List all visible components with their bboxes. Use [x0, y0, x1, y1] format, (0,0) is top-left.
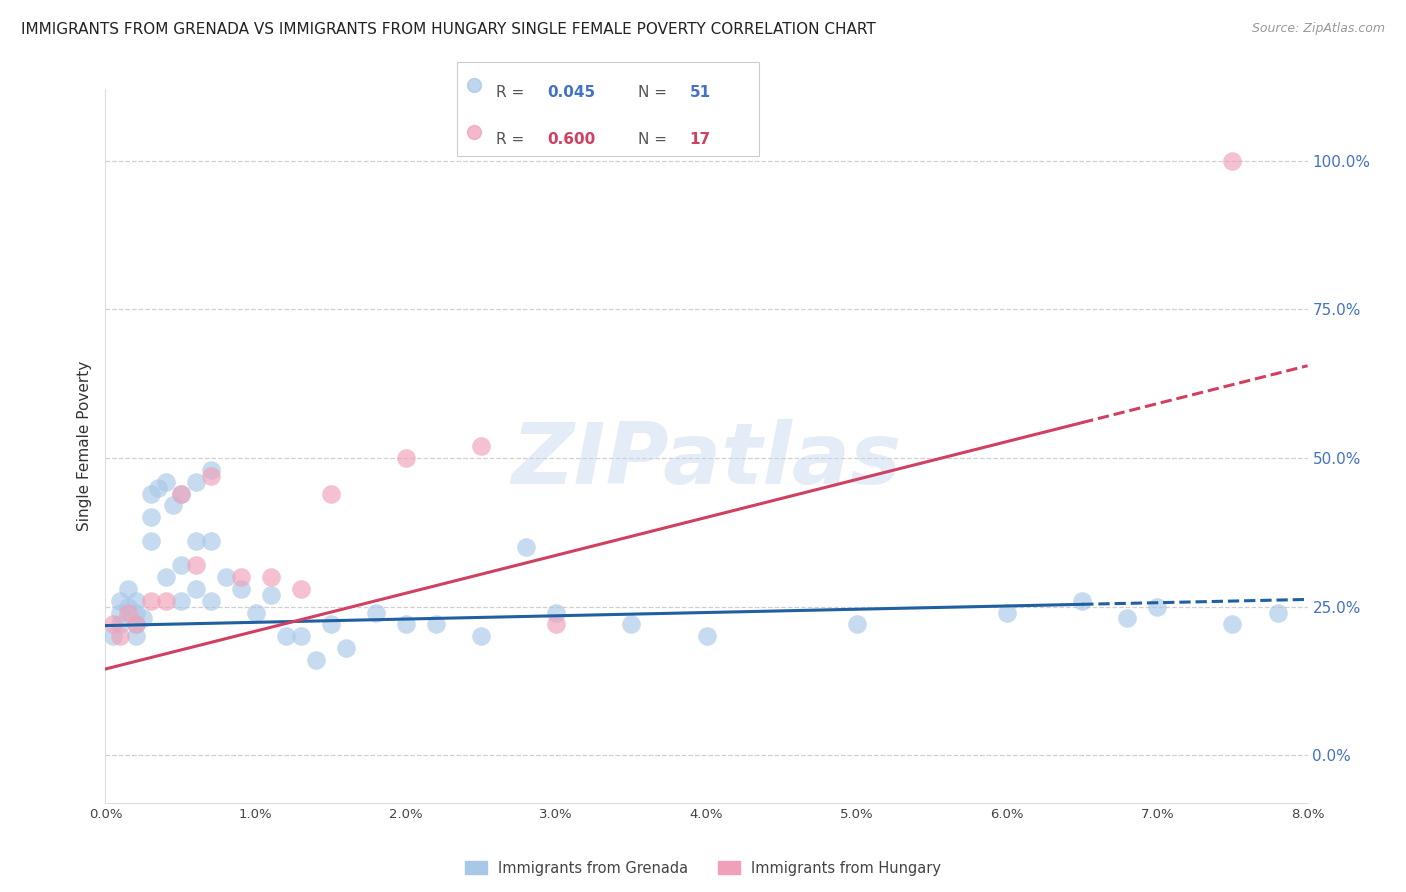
Point [124, 606, 146, 620]
Text: IMMIGRANTS FROM GRENADA VS IMMIGRANTS FROM HUNGARY SINGLE FEMALE POVERTY CORRELA: IMMIGRANTS FROM GRENADA VS IMMIGRANTS FR… [21, 22, 876, 37]
Point [146, 481, 169, 495]
Point [995, 606, 1018, 620]
Point [169, 486, 191, 500]
Text: Source: ZipAtlas.com: Source: ZipAtlas.com [1251, 22, 1385, 36]
Point [229, 582, 252, 596]
Text: R =: R = [496, 85, 530, 100]
Point [1146, 599, 1168, 614]
Point [110, 593, 132, 607]
Point [101, 629, 124, 643]
Point [117, 582, 139, 596]
Text: 0.600: 0.600 [547, 132, 596, 147]
Point [845, 617, 868, 632]
Point [1222, 153, 1244, 168]
Point [110, 606, 132, 620]
Point [395, 617, 418, 632]
Point [546, 606, 568, 620]
Text: N =: N = [638, 85, 672, 100]
Point [1071, 593, 1094, 607]
Text: N =: N = [638, 132, 672, 147]
Point [155, 475, 177, 489]
Y-axis label: Single Female Poverty: Single Female Poverty [76, 361, 91, 531]
Text: ZIPatlas: ZIPatlas [512, 418, 901, 502]
Point [139, 534, 162, 549]
Point [1222, 617, 1244, 632]
Point [470, 629, 492, 643]
Legend: Immigrants from Grenada, Immigrants from Hungary: Immigrants from Grenada, Immigrants from… [465, 861, 941, 876]
Point [1267, 606, 1289, 620]
Text: 51: 51 [690, 85, 711, 100]
Text: R =: R = [496, 132, 530, 147]
Point [200, 463, 222, 477]
Point [124, 617, 146, 632]
Point [470, 439, 492, 453]
Point [139, 593, 162, 607]
Point [184, 558, 207, 572]
Point [290, 582, 312, 596]
Point [229, 570, 252, 584]
Point [132, 611, 155, 625]
Point [200, 593, 222, 607]
Point [620, 617, 643, 632]
Point [184, 475, 207, 489]
Point [335, 641, 357, 656]
Point [200, 468, 222, 483]
Point [117, 599, 139, 614]
Point [162, 499, 184, 513]
Point [395, 450, 418, 465]
Point [169, 593, 191, 607]
Point [139, 486, 162, 500]
Point [184, 534, 207, 549]
Point [245, 606, 267, 620]
Point [117, 606, 139, 620]
Point [463, 78, 485, 92]
Point [110, 629, 132, 643]
Point [463, 125, 485, 139]
Point [124, 617, 146, 632]
Point [290, 629, 312, 643]
Text: 0.045: 0.045 [547, 85, 596, 100]
Point [110, 617, 132, 632]
Point [546, 617, 568, 632]
Point [319, 617, 342, 632]
Point [184, 582, 207, 596]
Point [124, 629, 146, 643]
Point [101, 617, 124, 632]
Text: 17: 17 [690, 132, 711, 147]
Point [515, 540, 537, 554]
Point [274, 629, 297, 643]
Point [214, 570, 236, 584]
Point [260, 570, 283, 584]
Point [169, 558, 191, 572]
Point [364, 606, 387, 620]
Point [155, 570, 177, 584]
Point [305, 653, 328, 667]
Point [319, 486, 342, 500]
FancyBboxPatch shape [457, 62, 759, 156]
Point [260, 588, 283, 602]
Point [124, 593, 146, 607]
Point [1116, 611, 1139, 625]
Point [169, 486, 191, 500]
Point [425, 617, 447, 632]
Point [200, 534, 222, 549]
Point [139, 510, 162, 524]
Point [696, 629, 718, 643]
Point [155, 593, 177, 607]
